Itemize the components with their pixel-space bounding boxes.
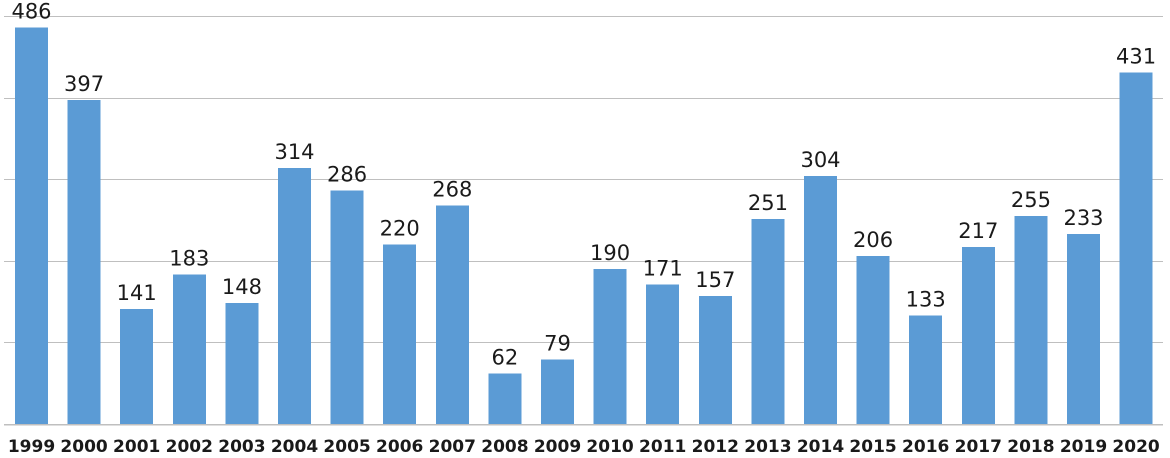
bar-2009 — [541, 359, 574, 424]
value-label-2016: 133 — [906, 288, 946, 312]
bar-2012 — [698, 295, 732, 424]
value-label-2009: 79 — [544, 332, 571, 356]
value-label-2000: 397 — [64, 72, 104, 96]
x-tick-label-2003: 2003 — [218, 437, 265, 457]
x-tick-label-2004: 2004 — [271, 437, 318, 457]
value-label-2019: 233 — [1063, 206, 1103, 230]
value-label-2014: 304 — [800, 148, 840, 172]
x-tick-label-2000: 2000 — [60, 437, 107, 457]
x-tick-label-2015: 2015 — [849, 437, 896, 457]
x-tick-label-2020: 2020 — [1112, 437, 1159, 457]
value-label-2011: 171 — [643, 257, 683, 281]
x-tick-label-2018: 2018 — [1007, 437, 1054, 457]
value-label-2004: 314 — [274, 140, 314, 164]
bar-2010 — [593, 269, 627, 424]
x-tick-label-2017: 2017 — [955, 437, 1002, 457]
value-label-1999: 486 — [11, 0, 51, 23]
bar-2000 — [67, 100, 101, 424]
bar-2015 — [856, 255, 890, 424]
x-axis-tick-labels: 1999 2000 2001 2002 2003 2004 2005 2006 2007 2008… — [8, 437, 1160, 457]
x-tick-label-2019: 2019 — [1060, 437, 1107, 457]
bar-2011 — [646, 284, 680, 424]
x-tick-label-2006: 2006 — [376, 437, 423, 457]
x-tick-label-2013: 2013 — [744, 437, 791, 457]
value-label-2001: 141 — [117, 281, 157, 305]
value-label-2018: 255 — [1011, 188, 1051, 212]
bar-2016 — [909, 315, 943, 424]
bar-2005 — [330, 190, 364, 424]
value-label-2012: 157 — [695, 268, 735, 292]
bar-2018 — [1014, 215, 1048, 424]
bar-2003 — [225, 303, 259, 424]
value-label-2003: 148 — [222, 275, 262, 299]
value-label-2020: 431 — [1116, 44, 1156, 68]
bar-2020 — [1119, 72, 1153, 425]
value-label-2007: 268 — [432, 177, 472, 201]
value-label-2002: 183 — [169, 247, 209, 271]
bar-2001 — [120, 308, 154, 424]
value-label-2008: 62 — [492, 345, 519, 369]
x-tick-label-2007: 2007 — [429, 437, 476, 457]
bar-2004 — [278, 167, 311, 425]
x-tick-label-2011: 2011 — [639, 437, 686, 457]
bar-2006 — [383, 244, 417, 424]
bar-2017 — [961, 246, 995, 424]
value-label-2005: 286 — [327, 163, 367, 187]
bar-2013 — [751, 219, 785, 424]
value-label-2006: 220 — [380, 217, 420, 241]
x-tick-label-2012: 2012 — [692, 437, 739, 457]
x-tick-label-2005: 2005 — [323, 437, 370, 457]
bar-2014 — [804, 175, 837, 424]
bars — [15, 27, 1153, 425]
x-tick-label-2010: 2010 — [586, 437, 633, 457]
value-label-2015: 206 — [853, 228, 893, 252]
x-tick-label-2001: 2001 — [113, 437, 160, 457]
value-label-2010: 190 — [590, 241, 630, 265]
x-tick-label-2008: 2008 — [481, 437, 528, 457]
x-tick-label-2016: 2016 — [902, 437, 949, 457]
value-label-2013: 251 — [748, 191, 788, 215]
x-tick-label-2009: 2009 — [534, 437, 581, 457]
value-label-2017: 217 — [958, 219, 998, 243]
bar-2008 — [488, 373, 522, 424]
bar-2002 — [172, 274, 206, 424]
x-tick-label-1999: 1999 — [8, 437, 55, 457]
bar-2019 — [1067, 233, 1100, 424]
x-tick-label-2002: 2002 — [166, 437, 213, 457]
value-labels: 486 397 141 183 148 314 286 220 268 62 79 190 171 157… — [11, 0, 1156, 369]
x-tick-label-2014: 2014 — [797, 437, 844, 457]
bar-2007 — [435, 205, 469, 424]
bar-1999 — [15, 27, 48, 425]
